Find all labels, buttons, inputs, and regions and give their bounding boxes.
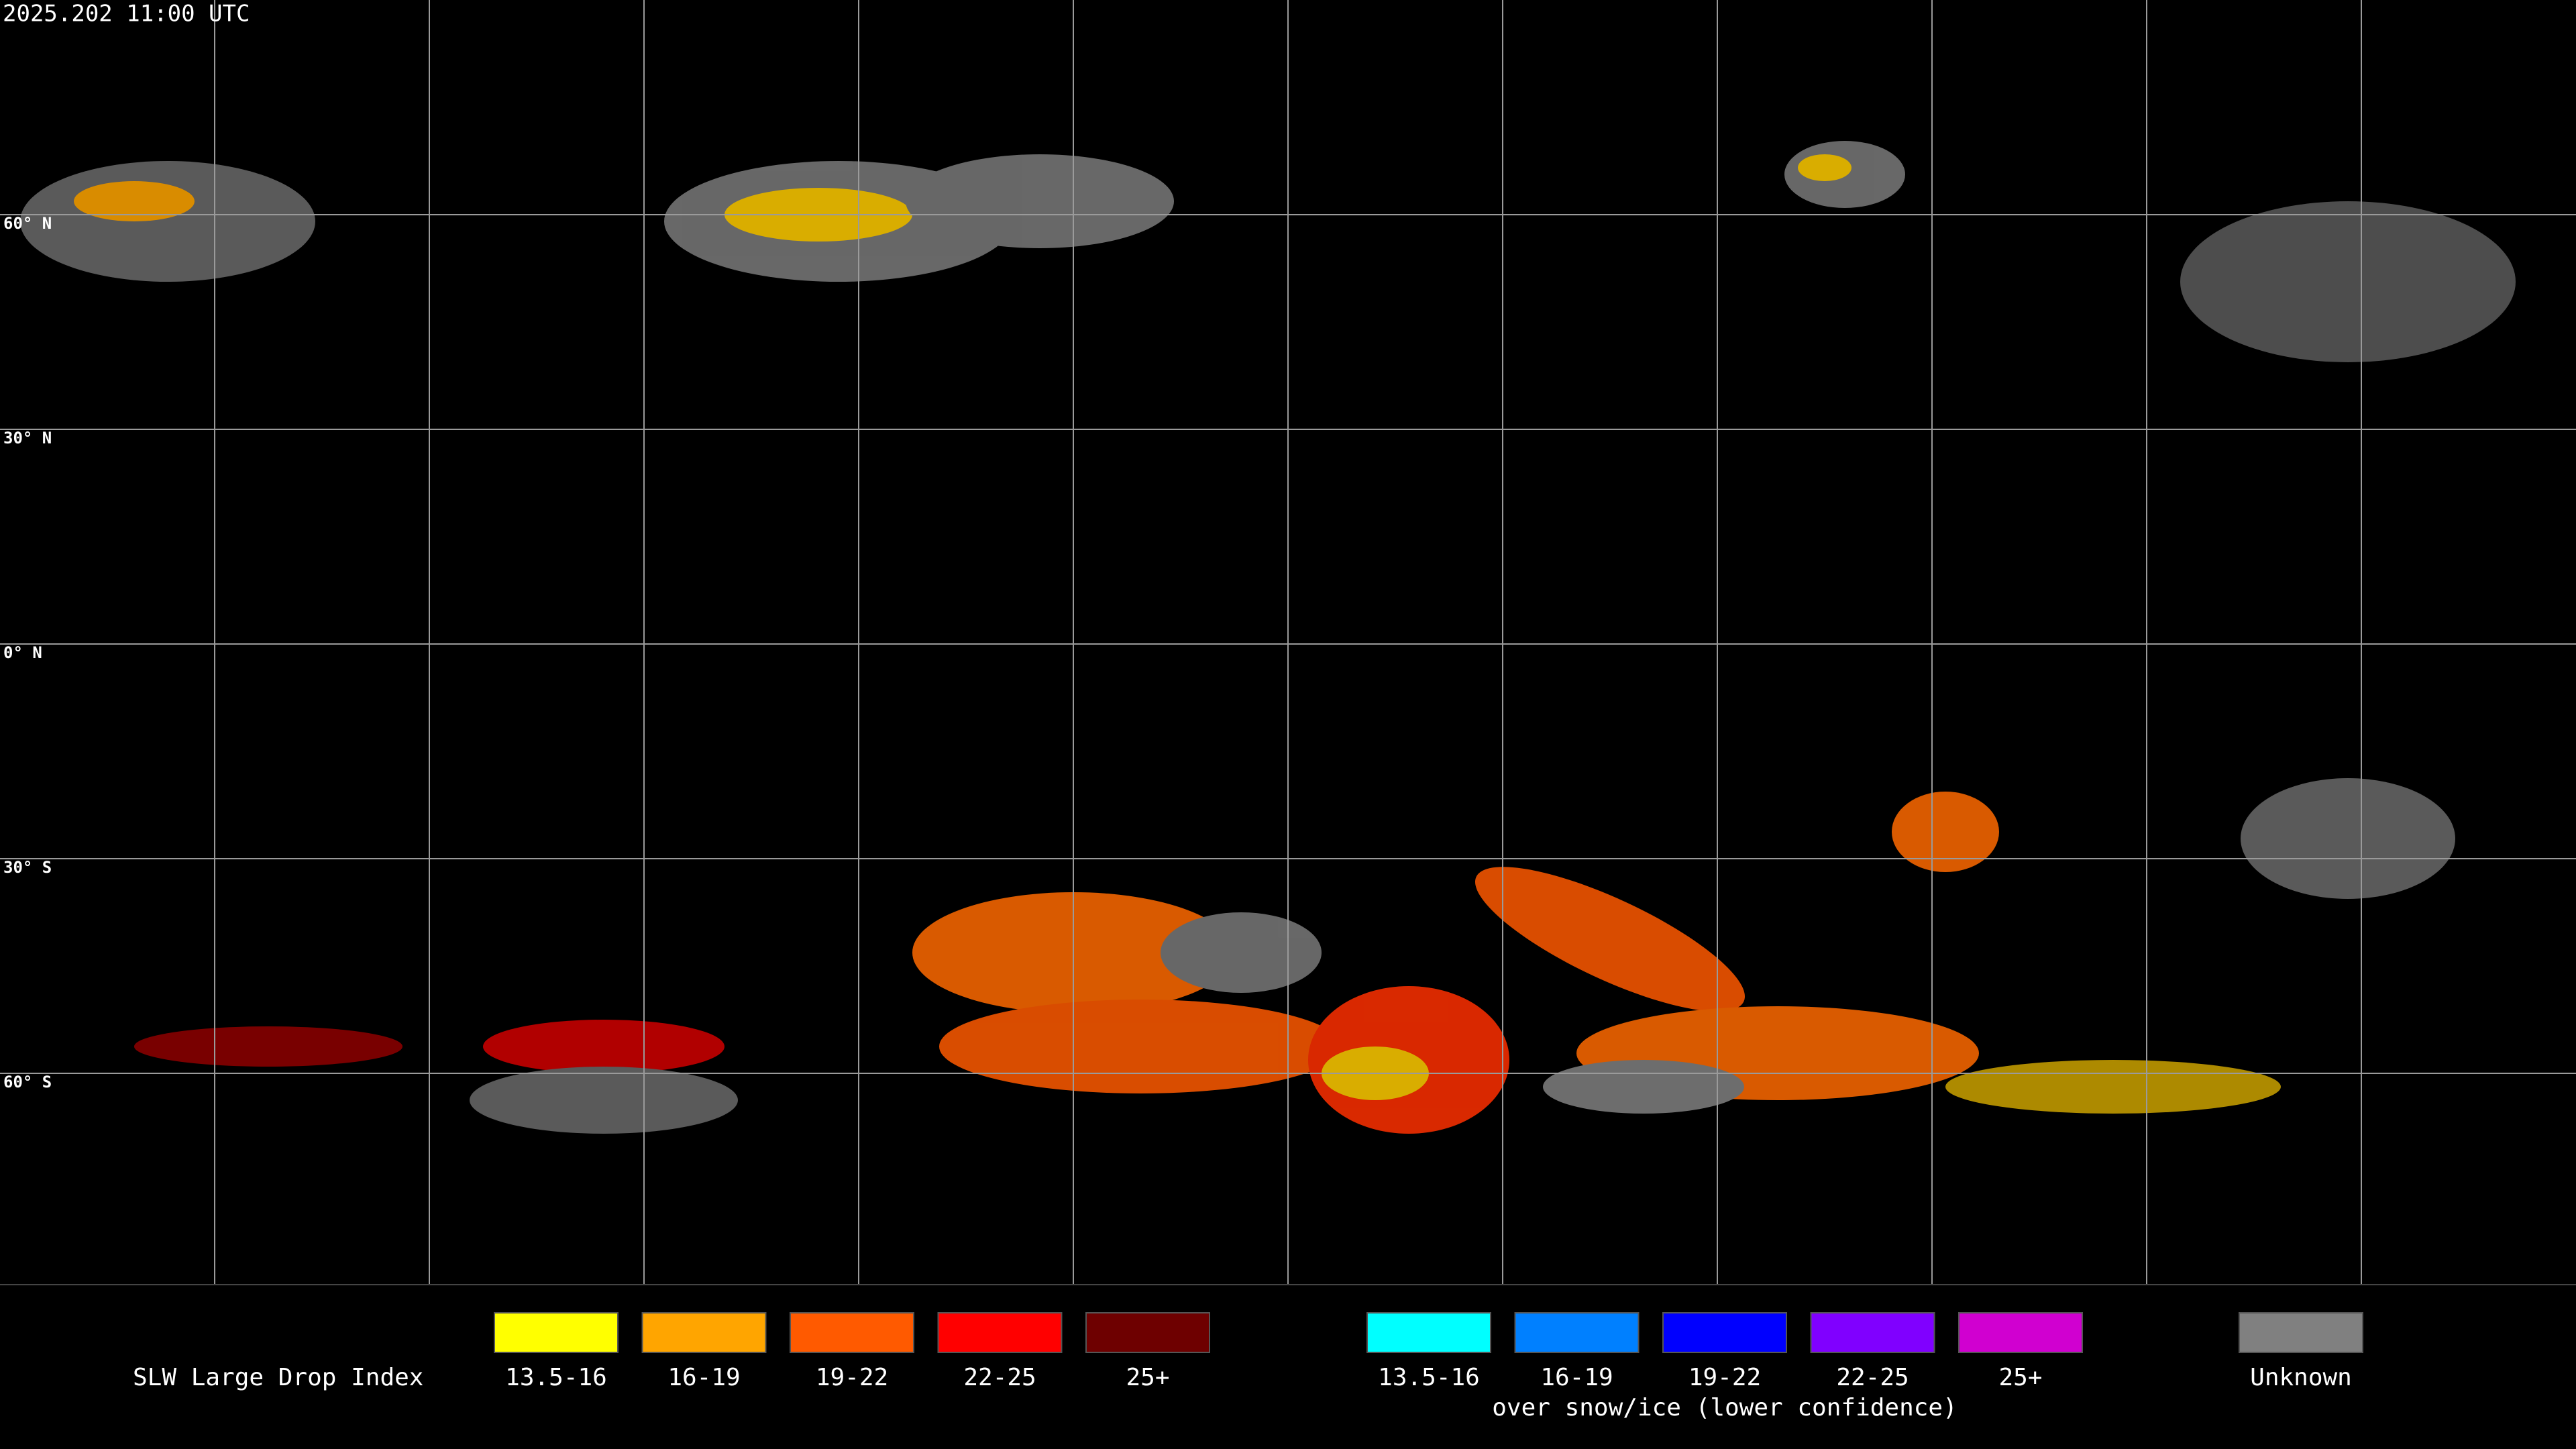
latitude-label: 60° S: [3, 1073, 52, 1091]
liquid-swatch: [790, 1312, 914, 1353]
liquid-swatch: [937, 1312, 1063, 1353]
legend: SLW Large Drop Index over snow/ice (lowe…: [133, 1312, 2363, 1421]
snow-swatch-label: 19-22: [1688, 1364, 1761, 1391]
latitude-label: 60° N: [3, 214, 52, 233]
legend-title: SLW Large Drop Index: [133, 1364, 423, 1391]
snow-swatch-label: 25+: [1998, 1364, 2042, 1391]
latitude-label: 0° N: [3, 643, 42, 662]
snow-swatch: [1958, 1312, 2083, 1353]
snow-swatch: [1514, 1312, 1640, 1353]
liquid-swatch-label: 22-25: [963, 1364, 1036, 1391]
snow-swatch-label: 22-25: [1836, 1364, 1909, 1391]
unknown-swatch-label: Unknown: [2250, 1364, 2352, 1391]
timestamp: 2025.202 11:00 UTC: [3, 1, 250, 28]
liquid-swatch: [641, 1312, 767, 1353]
unknown-swatch: [2239, 1312, 2363, 1353]
latitude-label: 30° S: [3, 858, 52, 877]
snow-note: over snow/ice (lower confidence): [1492, 1394, 1957, 1421]
liquid-swatch: [1085, 1312, 1210, 1353]
latitude-label: 30° N: [3, 429, 52, 447]
liquid-swatch-label: 19-22: [816, 1364, 888, 1391]
snow-swatch: [1810, 1312, 1935, 1353]
liquid-swatch-label: 16-19: [667, 1364, 740, 1391]
liquid-swatch: [494, 1312, 619, 1353]
snow-swatch: [1662, 1312, 1787, 1353]
snow-swatch: [1366, 1312, 1491, 1353]
liquid-swatch-label: 25+: [1126, 1364, 1169, 1391]
snow-swatch-label: 16-19: [1540, 1364, 1613, 1391]
snow-swatch-label: 13.5-16: [1378, 1364, 1480, 1391]
graticule: 60° N 30° N 0° N 30° S 60° S: [0, 0, 2576, 1285]
liquid-swatch-label: 13.5-16: [505, 1364, 607, 1391]
